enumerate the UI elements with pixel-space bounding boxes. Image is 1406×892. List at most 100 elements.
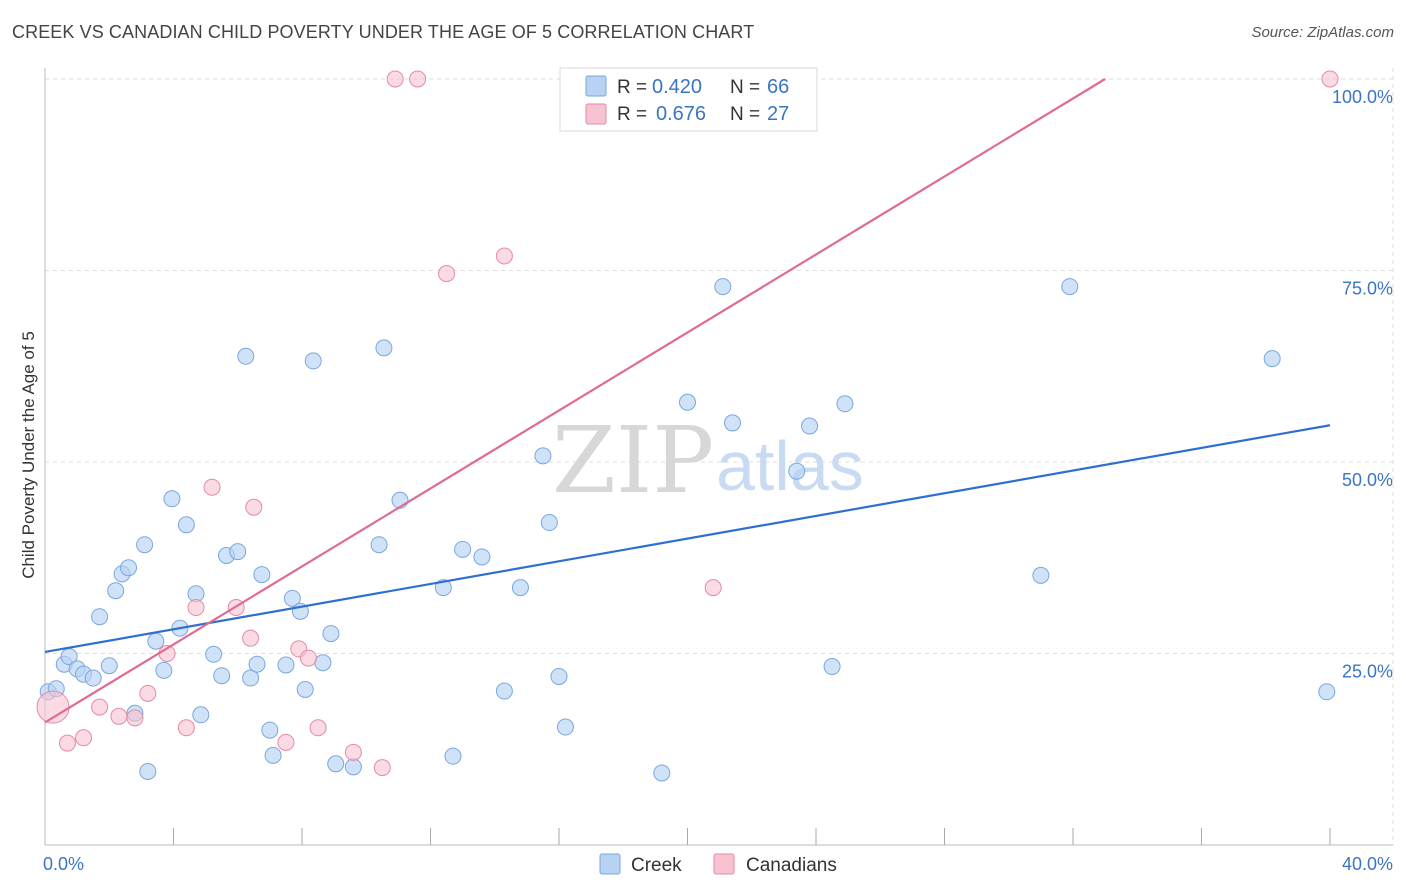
bottom-legend-swatch-creek (599, 853, 621, 875)
creek-point (454, 540, 472, 558)
creek-point (1032, 566, 1050, 584)
x-tick-label: 40.0% (1342, 854, 1393, 874)
creek-point (534, 447, 552, 465)
creek-point (511, 579, 529, 597)
legend-r-value-creek: 0.420 (652, 76, 702, 98)
legend-n-value-canadians: 27 (767, 103, 789, 125)
y-tick-label: 75.0% (1342, 279, 1393, 299)
legend-n-label-canadians: N = (730, 104, 760, 125)
creek-point (1318, 683, 1336, 701)
tick-labels: 25.0% 50.0% 75.0% 100.0% 0.0% 40.0% (43, 87, 1393, 874)
y-axis-label: Child Poverty Under the Age of 5 (19, 331, 38, 579)
creek-point (550, 667, 568, 685)
canadian-point (91, 698, 109, 716)
creek-point (714, 278, 732, 296)
trend-lines (44, 78, 1331, 724)
creek-point (1061, 278, 1079, 296)
creek-point (107, 582, 125, 600)
legend-r-label-canadians: R = (617, 104, 647, 125)
canadian-point (438, 265, 456, 283)
canadian-point (187, 599, 205, 617)
legend: R = 0.420 N = 66 R = 0.676 N = 27 (559, 67, 818, 132)
creek-point (120, 559, 138, 577)
creek-point (147, 632, 165, 650)
legend-n-label-creek: N = (730, 77, 760, 98)
bottom-legend: Creek Canadians (599, 853, 837, 876)
watermark-zip: ZIP (552, 407, 714, 514)
creek-point (344, 758, 362, 776)
creek-point (304, 352, 322, 370)
canadian-points (36, 70, 1339, 777)
creek-point (434, 579, 452, 597)
creek-point (177, 516, 195, 534)
creek-point (653, 764, 671, 782)
creek-point (242, 669, 260, 687)
y-tick-label: 50.0% (1342, 470, 1393, 490)
creek-point (237, 347, 255, 365)
watermark: ZIP atlas (552, 407, 864, 514)
legend-swatch-creek (585, 75, 607, 97)
canadian-point (373, 759, 391, 777)
creek-point (314, 654, 332, 672)
creek-point (836, 395, 854, 413)
legend-n-value-creek: 66 (767, 76, 789, 98)
creek-point (370, 536, 388, 554)
creek-point (163, 490, 181, 508)
canadian-point (245, 498, 263, 516)
legend-swatch-canadians (585, 103, 607, 125)
canadian-point (242, 629, 260, 647)
legend-r-label-creek: R = (617, 77, 647, 98)
canadian-point (126, 709, 144, 727)
creek-point (136, 536, 154, 554)
creek-point (540, 514, 558, 532)
x-tick-label: 0.0% (43, 854, 84, 874)
canadian-trend-line (44, 78, 1106, 724)
creek-point (788, 462, 806, 480)
creek-point (139, 762, 157, 780)
canadian-point (386, 70, 404, 88)
canadian-point (309, 719, 327, 737)
creek-point (91, 608, 109, 626)
creek-point (296, 681, 314, 699)
canadian-point (704, 579, 722, 597)
creek-point (801, 417, 819, 435)
canadian-point (299, 649, 317, 667)
creek-trend-line (44, 424, 1331, 654)
canadian-point (58, 734, 76, 752)
creek-point (556, 718, 574, 736)
canadian-point (75, 729, 93, 747)
canadian-point (495, 247, 513, 265)
creek-point (205, 645, 223, 663)
creek-point (100, 657, 118, 675)
bottom-legend-canadians: Canadians (746, 855, 837, 876)
canadian-point (203, 478, 221, 496)
creek-point (473, 548, 491, 566)
creek-point (679, 393, 696, 411)
creek-point (229, 543, 247, 561)
creek-point (823, 658, 841, 676)
y-tick-label: 25.0% (1342, 662, 1393, 682)
creek-point (192, 706, 210, 724)
creek-point (723, 414, 741, 432)
watermark-atlas: atlas (716, 427, 864, 505)
creek-point (277, 656, 295, 674)
creek-point (155, 661, 173, 679)
canadian-point (277, 733, 295, 751)
canadian-point (139, 684, 157, 702)
canadian-point (1321, 70, 1339, 88)
canadian-point (177, 719, 195, 737)
creek-point (213, 667, 231, 685)
creek-point (248, 655, 266, 673)
creek-point (84, 669, 102, 687)
chart-title: CREEK VS CANADIAN CHILD POVERTY UNDER TH… (12, 22, 755, 42)
canadian-point (110, 707, 128, 725)
bottom-legend-swatch-canadians (713, 853, 735, 875)
creek-point (261, 721, 279, 739)
creek-points (39, 278, 1336, 782)
creek-point (253, 566, 271, 584)
creek-point (264, 746, 282, 764)
legend-r-value-canadians: 0.676 (656, 103, 706, 125)
creek-point (327, 755, 345, 773)
creek-point (444, 747, 462, 765)
